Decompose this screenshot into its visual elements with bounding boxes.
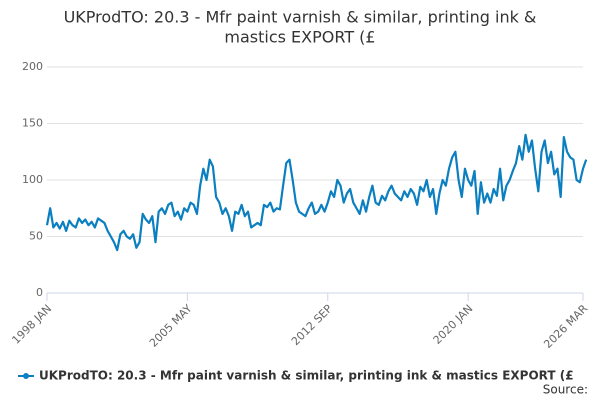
y-tick-label: 200 bbox=[22, 60, 43, 73]
y-tick-label: 0 bbox=[36, 286, 43, 299]
source: Source: bbox=[543, 383, 588, 397]
x-tick-label: 1998 JAN bbox=[9, 302, 54, 347]
chart-title: UKProdTO: 20.3 - Mfr paint varnish & sim… bbox=[64, 8, 537, 27]
y-tick-label: 50 bbox=[29, 230, 43, 243]
legend-marker bbox=[23, 373, 29, 379]
chart-title: mastics EXPORT (£ bbox=[224, 28, 375, 47]
x-tick-label: 2005 MAY bbox=[147, 302, 195, 350]
legend-label: UKProdTO: 20.3 - Mfr paint varnish & sim… bbox=[39, 369, 574, 383]
data-line bbox=[45, 133, 588, 252]
y-tick-label: 150 bbox=[22, 117, 43, 130]
x-tick-label: 2026 MAR bbox=[541, 302, 590, 351]
y-tick-label: 100 bbox=[22, 173, 43, 186]
x-tick-label: 2020 JAN bbox=[431, 302, 476, 347]
x-tick-label: 2012 SEP bbox=[289, 302, 335, 348]
